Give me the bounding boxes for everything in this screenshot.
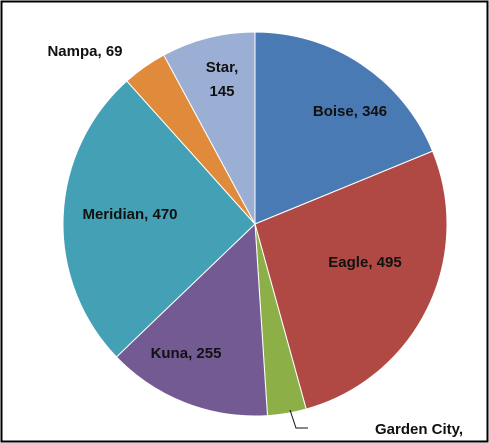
- data-label: Nampa, 69: [47, 43, 122, 60]
- pie-slice: [163, 31, 256, 225]
- pie-slice: [254, 150, 448, 410]
- data-label: Meridian, 470: [82, 206, 177, 223]
- data-label: Star, 145: [206, 59, 239, 100]
- pie-slice: [115, 222, 268, 417]
- leader-line: [289, 409, 308, 429]
- pie-slice: [254, 31, 434, 225]
- data-label: Eagle, 495: [328, 254, 401, 271]
- pie-slice: [62, 80, 256, 358]
- data-label: Garden City,: [375, 421, 463, 438]
- data-label: Boise, 346: [313, 103, 387, 120]
- data-label: Kuna, 255: [151, 345, 222, 362]
